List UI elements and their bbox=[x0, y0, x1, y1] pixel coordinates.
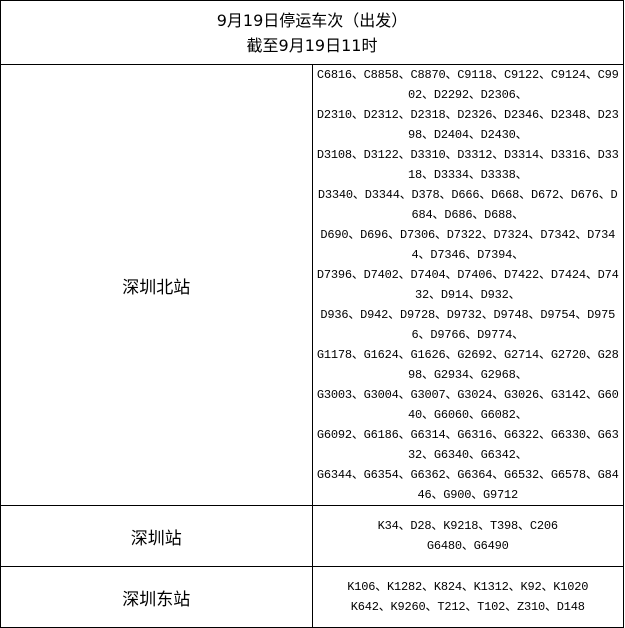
train-list: K106、K1282、K824、K1312、K92、K1020 K642、K92… bbox=[311, 566, 624, 628]
train-line: K34、D28、K9218、T398、C206 bbox=[377, 519, 558, 533]
table-title: 9月19日停运车次（出发） bbox=[216, 10, 408, 30]
train-line: D3108、D3122、D3310、D3312、D3314、D3316、D331… bbox=[316, 148, 619, 182]
train-line: D7396、D7402、D7404、D7406、D7422、D7424、D743… bbox=[316, 268, 619, 302]
train-line: G6092、G6186、G6314、G6316、G6322、G6330、G633… bbox=[316, 428, 619, 462]
train-line: D3340、D3344、D378、D666、D668、D672、D676、D68… bbox=[317, 188, 618, 222]
train-line: D690、D696、D7306、D7322、D7324、D7342、D7344、… bbox=[320, 228, 616, 262]
station-name: 深圳北站 bbox=[0, 64, 313, 506]
station-name: 深圳站 bbox=[0, 505, 313, 567]
table-row: 深圳东站 K106、K1282、K824、K1312、K92、K1020 K64… bbox=[0, 566, 624, 628]
train-line: G6344、G6354、G6362、G6364、G6532、G6578、G844… bbox=[316, 468, 619, 502]
train-line: G6480、G6490 bbox=[426, 539, 509, 553]
train-line: G1178、G1624、G1626、G2692、G2714、G2720、G289… bbox=[316, 348, 619, 382]
train-list: C6816、C8858、C8870、C9118、C9122、C9124、C990… bbox=[311, 64, 624, 506]
train-list: K34、D28、K9218、T398、C206 G6480、G6490 bbox=[311, 505, 624, 567]
table-subtitle: 截至9月19日11时 bbox=[246, 35, 378, 55]
train-line: G3003、G3004、G3007、G3024、G3026、G3142、G604… bbox=[316, 388, 619, 422]
train-line: D936、D942、D9728、D9732、D9748、D9754、D9756、… bbox=[320, 308, 616, 342]
table-row: 深圳站 K34、D28、K9218、T398、C206 G6480、G6490 bbox=[0, 505, 624, 567]
table-row: 深圳北站 C6816、C8858、C8870、C9118、C9122、C9124… bbox=[0, 64, 624, 506]
table-header: 9月19日停运车次（出发） 截至9月19日11时 bbox=[0, 0, 624, 65]
train-line: K642、K9260、T212、T102、Z310、D148 bbox=[350, 600, 585, 614]
station-name: 深圳东站 bbox=[0, 566, 313, 628]
train-line: D2310、D2312、D2318、D2326、D2346、D2348、D239… bbox=[316, 108, 619, 142]
train-line: C6816、C8858、C8870、C9118、C9122、C9124、C990… bbox=[316, 68, 619, 102]
train-line: K106、K1282、K824、K1312、K92、K1020 bbox=[347, 580, 589, 594]
